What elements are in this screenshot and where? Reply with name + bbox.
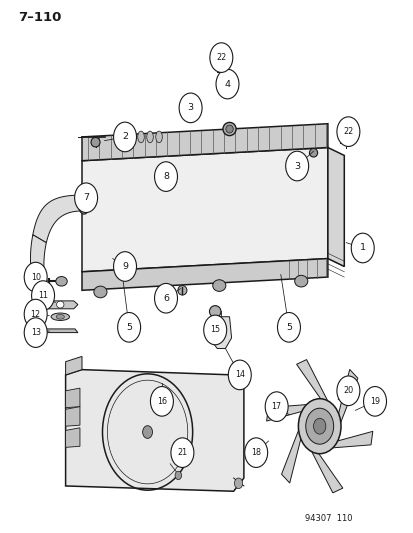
- Circle shape: [350, 233, 373, 263]
- Ellipse shape: [138, 131, 144, 143]
- Polygon shape: [41, 301, 78, 309]
- Circle shape: [216, 69, 238, 99]
- Ellipse shape: [309, 149, 317, 157]
- Circle shape: [313, 418, 325, 434]
- Circle shape: [142, 426, 152, 438]
- Circle shape: [179, 93, 202, 123]
- Polygon shape: [310, 450, 342, 493]
- Circle shape: [203, 315, 226, 345]
- Circle shape: [277, 312, 300, 342]
- Text: 15: 15: [210, 326, 220, 335]
- Circle shape: [24, 300, 47, 329]
- Circle shape: [298, 399, 340, 454]
- Circle shape: [363, 386, 386, 416]
- Text: 2: 2: [122, 132, 128, 141]
- Polygon shape: [31, 235, 50, 300]
- Ellipse shape: [225, 125, 233, 133]
- Text: 11: 11: [38, 291, 48, 300]
- Ellipse shape: [51, 313, 69, 320]
- Circle shape: [305, 408, 333, 444]
- Text: 5: 5: [126, 323, 132, 332]
- Polygon shape: [65, 407, 80, 426]
- Text: 19: 19: [369, 397, 379, 406]
- Circle shape: [154, 162, 177, 191]
- Polygon shape: [281, 429, 300, 483]
- Ellipse shape: [223, 123, 235, 135]
- Text: 6: 6: [163, 294, 169, 303]
- Circle shape: [175, 471, 181, 480]
- Ellipse shape: [146, 131, 153, 143]
- Text: 22: 22: [342, 127, 353, 136]
- Text: 4: 4: [224, 79, 230, 88]
- Circle shape: [113, 122, 136, 152]
- Circle shape: [117, 312, 140, 342]
- Text: 16: 16: [157, 397, 166, 406]
- Ellipse shape: [294, 276, 307, 287]
- Polygon shape: [327, 148, 344, 266]
- Text: 1: 1: [359, 244, 365, 253]
- Circle shape: [24, 262, 47, 292]
- Polygon shape: [210, 317, 231, 349]
- Polygon shape: [65, 388, 80, 408]
- Circle shape: [24, 318, 47, 348]
- Ellipse shape: [209, 305, 221, 317]
- Ellipse shape: [78, 194, 90, 214]
- Circle shape: [31, 281, 55, 310]
- Circle shape: [171, 438, 193, 467]
- Text: 5: 5: [285, 323, 291, 332]
- Text: 8: 8: [163, 172, 169, 181]
- Text: 22: 22: [216, 53, 226, 62]
- Ellipse shape: [91, 138, 100, 147]
- Polygon shape: [330, 431, 372, 448]
- Circle shape: [336, 376, 359, 406]
- Polygon shape: [33, 195, 82, 243]
- Ellipse shape: [94, 286, 107, 298]
- Text: 7–110: 7–110: [19, 11, 62, 23]
- Polygon shape: [82, 148, 327, 272]
- Circle shape: [113, 252, 136, 281]
- Polygon shape: [337, 369, 357, 424]
- Text: 21: 21: [177, 448, 187, 457]
- Ellipse shape: [56, 314, 64, 319]
- Text: 14: 14: [234, 370, 244, 379]
- Polygon shape: [65, 369, 243, 491]
- Circle shape: [74, 183, 97, 213]
- Text: 12: 12: [31, 310, 40, 319]
- Text: 17: 17: [271, 402, 281, 411]
- Text: 94307  110: 94307 110: [305, 514, 352, 523]
- Ellipse shape: [81, 198, 87, 211]
- Text: 7: 7: [83, 193, 89, 202]
- Circle shape: [209, 43, 232, 72]
- Polygon shape: [82, 124, 327, 161]
- Polygon shape: [45, 329, 78, 333]
- Text: 3: 3: [293, 161, 299, 171]
- Ellipse shape: [119, 131, 126, 143]
- Circle shape: [234, 478, 242, 489]
- Text: 10: 10: [31, 272, 40, 281]
- Circle shape: [150, 386, 173, 416]
- Ellipse shape: [128, 131, 135, 143]
- Polygon shape: [82, 259, 327, 290]
- Circle shape: [265, 392, 287, 422]
- Ellipse shape: [212, 280, 225, 292]
- Text: 13: 13: [31, 328, 40, 337]
- Circle shape: [154, 284, 177, 313]
- Ellipse shape: [57, 301, 64, 308]
- Text: 18: 18: [251, 448, 261, 457]
- Text: 9: 9: [122, 262, 128, 271]
- Circle shape: [336, 117, 359, 147]
- Polygon shape: [266, 405, 307, 421]
- Circle shape: [228, 360, 251, 390]
- Ellipse shape: [178, 286, 186, 295]
- Circle shape: [285, 151, 308, 181]
- Ellipse shape: [37, 293, 49, 304]
- Ellipse shape: [155, 131, 162, 143]
- Ellipse shape: [56, 277, 67, 286]
- Polygon shape: [65, 357, 82, 375]
- Circle shape: [244, 438, 267, 467]
- Polygon shape: [65, 428, 80, 447]
- Text: 20: 20: [342, 386, 353, 395]
- Text: 3: 3: [187, 103, 193, 112]
- Polygon shape: [296, 360, 328, 402]
